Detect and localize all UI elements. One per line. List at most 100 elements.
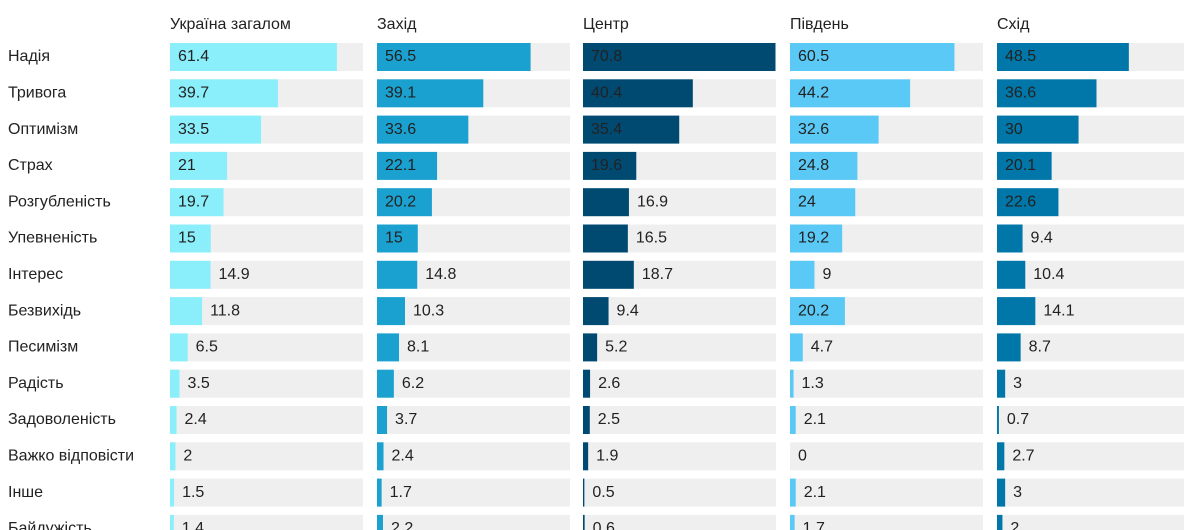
bar [377, 260, 418, 289]
bar [997, 260, 1026, 289]
bar [790, 151, 858, 180]
bar [377, 188, 432, 217]
bar [790, 333, 803, 362]
bar [170, 79, 278, 108]
bar-background [997, 369, 1184, 398]
bar-background [997, 260, 1184, 289]
row-label: Страх [8, 157, 53, 174]
bar [583, 188, 629, 217]
value-label: 9 [822, 266, 831, 283]
bar [377, 369, 394, 398]
value-label: 1.3 [802, 375, 824, 392]
bar-background [997, 406, 1184, 434]
value-label: 1.4 [182, 520, 204, 530]
bar [377, 43, 531, 71]
bar-background [377, 478, 570, 507]
value-label: 16.5 [636, 230, 667, 247]
bar [583, 333, 598, 362]
bar [997, 478, 1006, 507]
row-label: Задоволеність [8, 411, 116, 428]
bar [170, 115, 262, 144]
value-label: 5.2 [605, 339, 627, 356]
bar [170, 43, 337, 71]
bar [377, 115, 469, 144]
bar [377, 442, 384, 471]
value-label: 40.4 [591, 85, 622, 102]
value-label: 22.1 [385, 157, 416, 174]
row-label: Оптимізм [8, 121, 78, 138]
bar [997, 79, 1097, 108]
value-label: 16.9 [637, 193, 668, 210]
bar-background [170, 478, 363, 507]
row-label: Песимізм [8, 339, 78, 356]
value-label: 20.2 [798, 302, 829, 319]
value-label: 39.1 [385, 85, 416, 102]
bar-background [583, 442, 776, 471]
value-label: 1.9 [596, 448, 618, 465]
bar [583, 369, 591, 398]
bar-background [997, 442, 1184, 471]
value-label: 24.8 [798, 157, 829, 174]
bar-background [997, 224, 1184, 253]
value-label: 24 [798, 193, 816, 210]
value-label: 8.1 [407, 339, 429, 356]
bar [583, 297, 609, 326]
bar [170, 442, 176, 471]
bar-background [170, 442, 363, 471]
bar [790, 297, 845, 326]
bar [377, 514, 383, 530]
value-label: 1.7 [390, 484, 412, 501]
bar [170, 478, 175, 507]
column-header: Схід [997, 16, 1030, 33]
row-label: Інше [8, 484, 43, 501]
bar [377, 151, 438, 180]
value-label: 3.5 [188, 375, 210, 392]
value-label: 18.7 [642, 266, 673, 283]
bar [790, 79, 911, 108]
bar [790, 478, 796, 507]
bar [170, 151, 228, 180]
column-header: Захід [377, 16, 417, 33]
value-label: 2.2 [391, 520, 413, 530]
value-label: 2 [1010, 520, 1019, 530]
bar-background [997, 478, 1184, 507]
bar-background [790, 333, 983, 362]
bar-background [170, 297, 363, 326]
row-label: Тривога [8, 85, 66, 102]
row-label: Інтерес [8, 266, 63, 283]
bar-background [583, 514, 776, 530]
bar [170, 260, 211, 289]
bar-background [377, 297, 570, 326]
value-label: 33.5 [178, 121, 209, 138]
value-label: 33.6 [385, 121, 416, 138]
value-label: 70.8 [591, 48, 622, 65]
value-label: 36.6 [1005, 85, 1036, 102]
bar-background [377, 514, 570, 530]
bar-background [790, 514, 983, 530]
value-label: 3 [1013, 484, 1022, 501]
bar-background [790, 442, 983, 471]
bar [997, 297, 1036, 326]
bar [170, 406, 177, 434]
bar [583, 406, 590, 434]
value-label: 1.5 [182, 484, 204, 501]
bar [997, 442, 1005, 471]
value-label: 2.4 [185, 411, 207, 428]
value-label: 2.5 [598, 411, 620, 428]
bar-background [583, 297, 776, 326]
bar [583, 79, 693, 108]
value-label: 22.6 [1005, 193, 1036, 210]
bar [170, 514, 174, 530]
value-label: 60.5 [798, 48, 829, 65]
bar-background [790, 406, 983, 434]
value-label: 9.4 [1031, 230, 1053, 247]
row-label: Надія [8, 48, 50, 65]
value-label: 21 [178, 157, 196, 174]
value-label: 2 [183, 448, 192, 465]
value-label: 0.6 [593, 520, 615, 530]
bar-background [377, 369, 570, 398]
value-label: 2.7 [1012, 448, 1034, 465]
value-label: 0 [798, 448, 807, 465]
bar-background [583, 369, 776, 398]
